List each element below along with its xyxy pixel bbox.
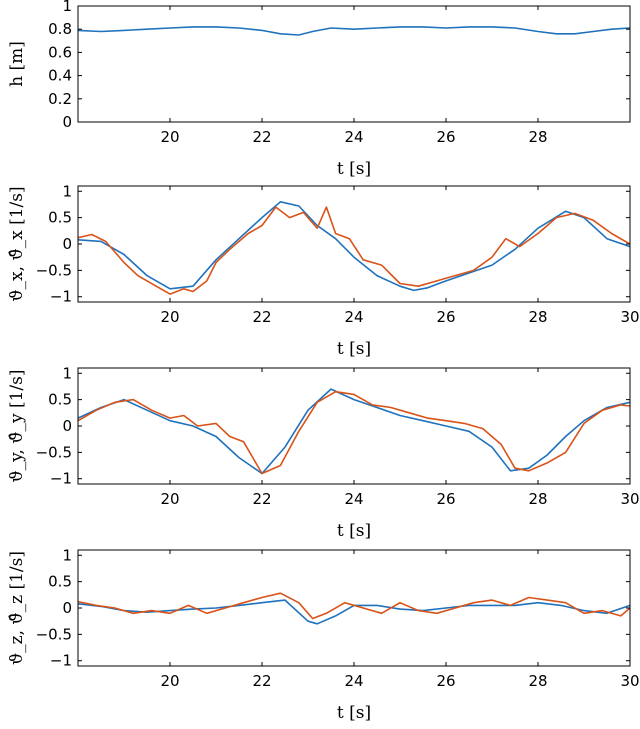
y-tick-label: 0	[62, 599, 72, 617]
x-tick-label: 30	[620, 308, 639, 326]
panel-theta-y: 20 22 24 26 28 30 −1 −0.5 0 0.5 1 t [s] ϑ_y, ϑ̂_y…	[7, 364, 640, 541]
x-tick-label: 26	[436, 672, 455, 690]
x-tick-label: 28	[528, 128, 547, 146]
y-tick-label: 0.4	[48, 67, 72, 85]
y-tick-label: 0	[62, 235, 72, 253]
x-tick-label: 20	[160, 490, 179, 508]
x-axis-label: t [s]	[337, 159, 371, 179]
y-tick-label: 1	[62, 546, 72, 564]
x-ticks: 20 22 24 26 28	[160, 6, 548, 146]
y-tick-label: −1	[50, 652, 72, 670]
y-tick-label: −0.5	[36, 443, 72, 461]
series-line-blue	[78, 388, 630, 475]
x-tick-label: 20	[160, 672, 179, 690]
plot-frame	[77, 367, 631, 485]
y-ticks: −1 −0.5 0 0.5 1	[36, 182, 630, 306]
y-tick-label: −0.5	[36, 261, 72, 279]
x-ticks: 20 22 24 26 28 30	[160, 186, 640, 326]
series-line-orange	[78, 592, 630, 620]
y-tick-label: 0.6	[48, 43, 72, 61]
x-tick-label: 22	[252, 490, 271, 508]
plot-area	[78, 388, 630, 475]
y-tick-label: 0.5	[48, 209, 72, 227]
plot-area	[78, 592, 630, 625]
y-tick-label: −1	[50, 288, 72, 306]
x-tick-label: 20	[160, 128, 179, 146]
plot-frame	[77, 5, 631, 123]
y-tick-label: 1	[62, 364, 72, 382]
x-tick-label: 26	[436, 308, 455, 326]
plot-frame	[77, 185, 631, 303]
x-tick-label: 20	[160, 308, 179, 326]
x-tick-label: 26	[436, 490, 455, 508]
series-line-blue	[78, 201, 630, 292]
y-ticks: 0 0.2 0.4 0.6 0.8 1	[48, 0, 630, 131]
x-axis-label: t [s]	[337, 339, 371, 359]
y-tick-label: 0.2	[48, 90, 72, 108]
panel-theta-z: 20 22 24 26 28 30 −1 −0.5 0 0.5 1 t [s] ϑ_z, ϑ̂_z…	[7, 546, 640, 723]
plot-area	[78, 201, 630, 295]
y-tick-label: 0	[62, 113, 72, 131]
x-axis-label: t [s]	[337, 521, 371, 541]
series-line-orange	[78, 390, 630, 475]
panel-height: 20 22 24 26 28 0 0.2 0.4 0.6 0.8 1 t [s] h [m]	[7, 0, 631, 179]
x-axis-label: t [s]	[337, 703, 371, 723]
x-tick-label: 28	[528, 672, 547, 690]
y-tick-label: 0	[62, 417, 72, 435]
y-axis-label: ϑ_y, ϑ̂_y [1/s]	[7, 370, 27, 483]
x-tick-label: 26	[436, 128, 455, 146]
x-ticks: 20 22 24 26 28 30	[160, 368, 640, 508]
y-tick-label: −1	[50, 470, 72, 488]
y-axis-label: h [m]	[7, 41, 27, 87]
series-line-orange	[78, 206, 630, 295]
plot-frame	[77, 549, 631, 667]
series-line-blue	[78, 599, 630, 625]
y-ticks: −1 −0.5 0 0.5 1	[36, 546, 630, 670]
x-tick-label: 22	[252, 672, 271, 690]
x-tick-label: 22	[252, 128, 271, 146]
y-ticks: −1 −0.5 0 0.5 1	[36, 364, 630, 488]
x-tick-label: 24	[344, 490, 363, 508]
plot-area	[78, 26, 630, 36]
y-tick-label: 1	[62, 0, 72, 15]
x-tick-label: 24	[344, 128, 363, 146]
y-tick-label: 1	[62, 182, 72, 200]
panel-theta-x: 20 22 24 26 28 30 −1 −0.5 0 0.5 1 t [s] ϑ_x, ϑ̂_x…	[7, 182, 640, 359]
series-line-blue	[78, 26, 630, 36]
y-tick-label: 0.5	[48, 573, 72, 591]
x-tick-label: 22	[252, 308, 271, 326]
y-tick-label: −0.5	[36, 625, 72, 643]
x-ticks: 20 22 24 26 28 30	[160, 550, 640, 690]
y-tick-label: 0.8	[48, 20, 72, 38]
x-tick-label: 30	[620, 672, 639, 690]
x-tick-label: 30	[620, 490, 639, 508]
x-tick-label: 28	[528, 490, 547, 508]
x-tick-label: 24	[344, 672, 363, 690]
y-axis-label: ϑ_x, ϑ̂_x [1/s]	[7, 186, 27, 301]
x-tick-label: 24	[344, 308, 363, 326]
x-tick-label: 28	[528, 308, 547, 326]
y-tick-label: 0.5	[48, 391, 72, 409]
y-axis-label: ϑ_z, ϑ̂_z [1/s]	[7, 551, 27, 665]
